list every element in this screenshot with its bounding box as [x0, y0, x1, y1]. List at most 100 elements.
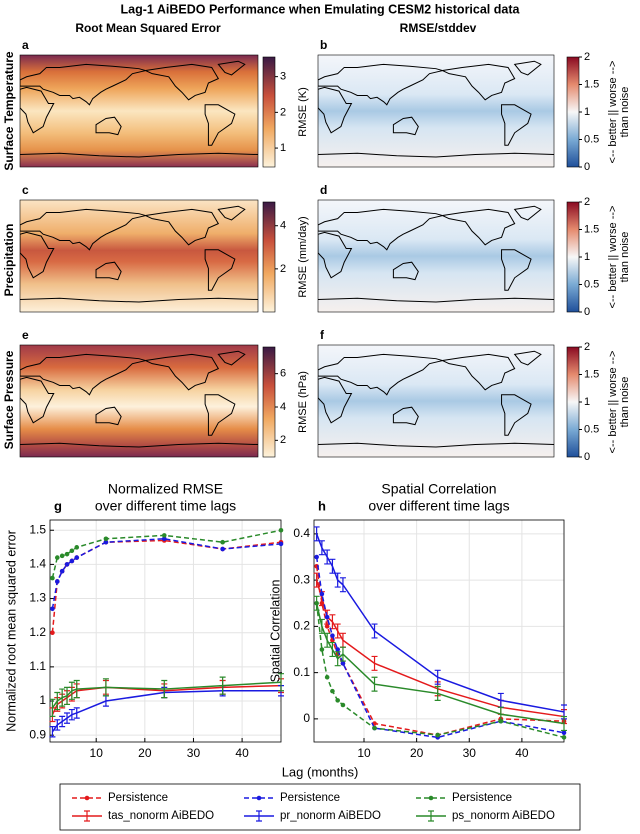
legend-swatch: [84, 810, 90, 822]
error-bar: [64, 712, 71, 724]
point: [324, 624, 330, 629]
point: [74, 555, 80, 560]
point: [335, 647, 340, 652]
x-tick-label: 20: [138, 746, 152, 760]
error-bar: [49, 698, 56, 717]
point: [161, 536, 167, 542]
column-title: Root Mean Squared Error: [75, 21, 221, 35]
colorbar-tick-label: 0: [584, 451, 590, 463]
y-axis-label: Spatial Correlation: [268, 580, 282, 683]
colorbar-tick-label: 1.5: [584, 223, 599, 235]
series-line: [315, 603, 565, 739]
point: [74, 545, 80, 550]
point: [561, 730, 567, 736]
error-bar: [371, 676, 378, 692]
y-tick-label: 0.3: [293, 572, 310, 586]
error-bar: [318, 540, 325, 556]
colorbar-tick-label: 2: [584, 51, 590, 63]
point: [64, 551, 70, 557]
series-line: [315, 556, 565, 739]
x-tick-label: 30: [463, 746, 477, 760]
legend-swatch: [428, 795, 434, 801]
error-bar: [68, 681, 75, 700]
column-title: RMSE/stddev: [400, 21, 477, 35]
map-field: [318, 345, 554, 457]
colorbar-tick-label: 0.5: [584, 278, 599, 290]
point: [54, 579, 60, 584]
point: [335, 698, 340, 703]
point: [59, 568, 65, 574]
y-tick-label: 1.3: [29, 591, 46, 605]
colorbar-tick-label: 2: [584, 341, 590, 353]
series-line: [51, 681, 282, 709]
error-bar: [219, 676, 226, 695]
x-tick-label: 10: [90, 746, 104, 760]
colorbar-tick-label: 6: [280, 368, 286, 380]
legend-swatch: [84, 795, 90, 801]
series-line: [51, 538, 282, 609]
map: [20, 55, 258, 167]
chart-title: over different time lags: [368, 498, 509, 514]
colorbar-tick-label: 0.5: [584, 423, 599, 435]
legend-label: tas_nonorm AiBEDO: [108, 810, 214, 822]
map-field: [318, 55, 554, 167]
error-bar: [54, 691, 61, 711]
colorbar-tick-label: 1: [584, 396, 590, 408]
x-axis-label: Lag (months): [282, 764, 359, 779]
legend-label: Persistence: [280, 792, 340, 804]
figure-title: Lag-1 AiBEDO Performance when Emulating …: [121, 2, 521, 16]
point: [340, 702, 346, 708]
point: [435, 732, 440, 738]
point: [324, 614, 330, 620]
point: [278, 527, 284, 533]
error-bar: [334, 623, 341, 639]
colorbar-tick-label: 1: [584, 106, 590, 118]
panel-letter: h: [318, 498, 326, 513]
map-frame: [19, 199, 259, 313]
series-line: [51, 539, 282, 633]
colorbar-tick-label: 0: [584, 306, 590, 318]
plot-frame: [313, 519, 565, 743]
colorbar: [262, 346, 276, 458]
x-tick-label: 40: [515, 746, 529, 760]
colorbar-tick-label: 3: [280, 71, 286, 83]
panel-letter: c: [22, 183, 29, 197]
map-field: [20, 55, 258, 167]
colorbar-label: RMSE (K): [297, 87, 309, 137]
colorbar-label: <-- better || worse -->: [607, 206, 619, 309]
error-bar: [64, 686, 71, 706]
colorbar: [566, 201, 580, 313]
colorbar: [566, 56, 580, 168]
row-label: Precipitation: [2, 224, 16, 297]
point: [64, 562, 70, 567]
chart-title: Spatial Correlation: [381, 481, 496, 497]
point: [278, 541, 284, 547]
colorbar: [262, 201, 276, 313]
point: [220, 539, 225, 545]
colorbar-label: <-- better || worse -->: [607, 351, 619, 454]
y-tick-label: 0.1: [293, 665, 310, 679]
point: [340, 661, 346, 666]
map: [318, 345, 554, 457]
legend-swatch: [428, 810, 434, 822]
error-bar: [561, 715, 567, 732]
error-bar: [54, 719, 61, 731]
error-bar: [73, 707, 80, 719]
point: [69, 558, 75, 564]
colorbar-tick-label: 2: [280, 434, 286, 446]
point: [50, 606, 55, 612]
colorbar-label: than noise: [619, 232, 631, 283]
y-tick-label: 0.2: [293, 619, 310, 633]
error-bar: [497, 706, 504, 722]
x-tick-label: 10: [357, 746, 371, 760]
colorbar-tick-label: 1: [584, 251, 590, 263]
error-bar: [334, 572, 341, 588]
error-bar: [339, 646, 346, 662]
point: [69, 548, 75, 554]
row-label: Surface Pressure: [2, 350, 16, 449]
map-frame: [317, 54, 555, 168]
series-line: [315, 566, 565, 736]
error-bar: [161, 679, 168, 699]
map-field: [20, 345, 258, 457]
series-line: [51, 690, 281, 733]
